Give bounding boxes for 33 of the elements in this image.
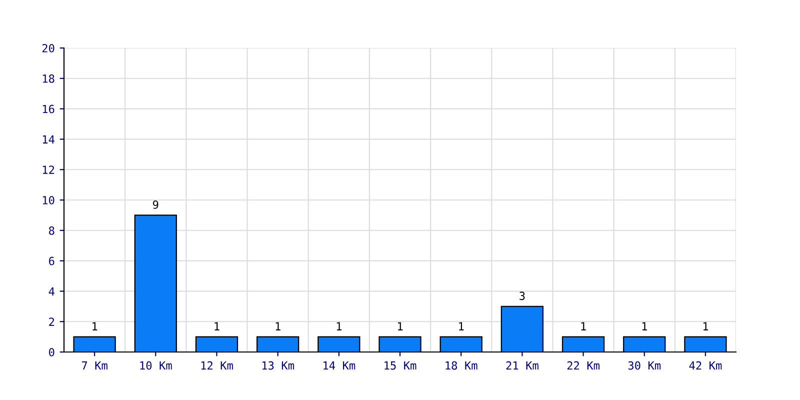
data-label: 1: [336, 322, 342, 330]
y-tick-label: 18: [42, 74, 54, 83]
data-label: 9: [152, 200, 158, 209]
data-label: 1: [581, 322, 586, 330]
y-tick-label: 12: [42, 166, 54, 174]
y-tick-label: 0: [49, 348, 54, 356]
y-tick-label: 14: [42, 135, 54, 144]
x-tick-label: 14 Km: [324, 361, 356, 370]
x-tick-label: 10 Km: [140, 361, 172, 370]
data-label: 1: [276, 322, 280, 330]
x-tick-label: 12 Km: [201, 361, 233, 370]
x-tick-label: 30 Km: [628, 361, 661, 370]
data-label: 1: [703, 322, 708, 330]
x-tick-label: 18 Km: [446, 361, 478, 370]
y-tick-label: 8: [48, 226, 54, 235]
y-tick-label: 2: [49, 318, 54, 326]
y-tick-label: 4: [48, 287, 54, 296]
data-label: 1: [642, 322, 647, 330]
data-label: 1: [398, 322, 403, 330]
x-tick-label: 15 Km: [384, 361, 416, 370]
data-label: 3: [520, 292, 525, 300]
x-tick-label: 13 Km: [262, 361, 294, 370]
y-tick-label: 20: [42, 44, 54, 52]
x-tick-label: 42 Km: [689, 361, 722, 370]
data-label: 1: [459, 322, 464, 330]
y-tick-label: 16: [42, 104, 54, 114]
y-tick-label: 6: [49, 256, 54, 266]
data-label: 1: [92, 322, 98, 330]
x-tick-label: 21 Km: [506, 361, 538, 370]
data-label: 1: [214, 322, 220, 330]
y-tick-label: 10: [42, 196, 54, 204]
x-tick-label: 22 Km: [567, 361, 600, 370]
x-tick-label: 7 Km: [82, 361, 108, 370]
